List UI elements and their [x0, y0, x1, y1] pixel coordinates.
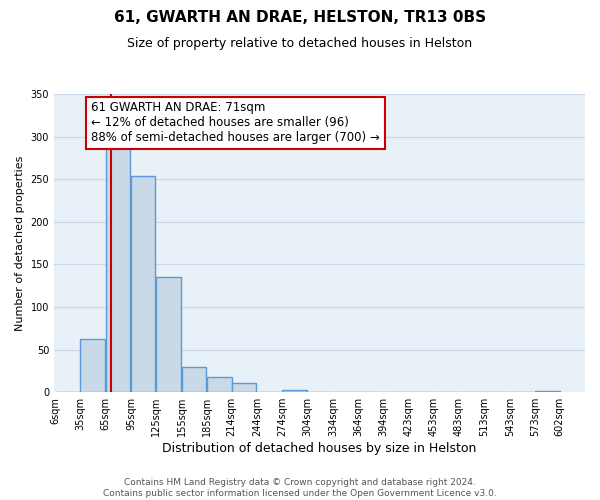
Text: Contains HM Land Registry data © Crown copyright and database right 2024.
Contai: Contains HM Land Registry data © Crown c…	[103, 478, 497, 498]
Y-axis label: Number of detached properties: Number of detached properties	[15, 156, 25, 331]
Bar	[106, 142, 130, 392]
Text: 61 GWARTH AN DRAE: 71sqm
← 12% of detached houses are smaller (96)
88% of semi-d: 61 GWARTH AN DRAE: 71sqm ← 12% of detach…	[91, 102, 380, 144]
Bar	[182, 366, 206, 392]
Bar	[232, 383, 256, 392]
Bar	[80, 340, 105, 392]
Text: 61, GWARTH AN DRAE, HELSTON, TR13 0BS: 61, GWARTH AN DRAE, HELSTON, TR13 0BS	[114, 10, 486, 25]
Bar	[207, 377, 232, 392]
Bar	[283, 390, 307, 392]
Bar	[157, 277, 181, 392]
Bar	[535, 390, 560, 392]
X-axis label: Distribution of detached houses by size in Helston: Distribution of detached houses by size …	[163, 442, 477, 455]
Bar	[131, 176, 155, 392]
Text: Size of property relative to detached houses in Helston: Size of property relative to detached ho…	[127, 38, 473, 51]
